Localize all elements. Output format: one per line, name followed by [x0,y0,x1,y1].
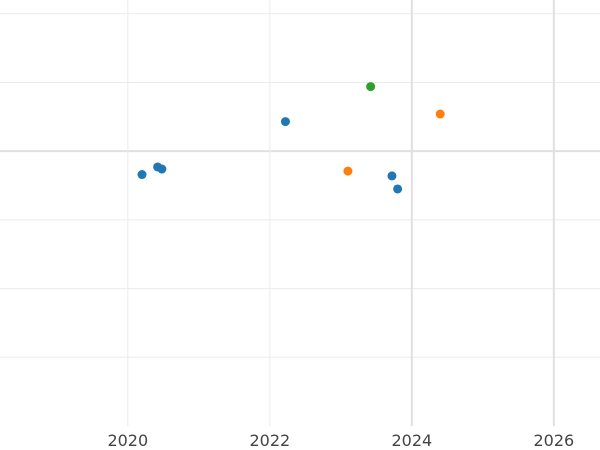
data-point [387,171,397,181]
data-point [393,184,403,194]
data-point [343,166,353,176]
data-points [137,82,445,194]
x-axis-tick-labels: 2020 2022 2024 2026 [107,431,574,450]
data-point [435,109,445,119]
data-point [366,82,376,92]
data-point [137,170,147,180]
x-tick-label: 2024 [391,431,432,450]
x-tick-label: 2020 [107,431,148,450]
x-tick-label: 2026 [533,431,574,450]
grid [0,0,600,426]
data-point [157,164,167,174]
data-point [280,117,290,127]
x-tick-label: 2022 [249,431,290,450]
plot-background [0,0,600,426]
